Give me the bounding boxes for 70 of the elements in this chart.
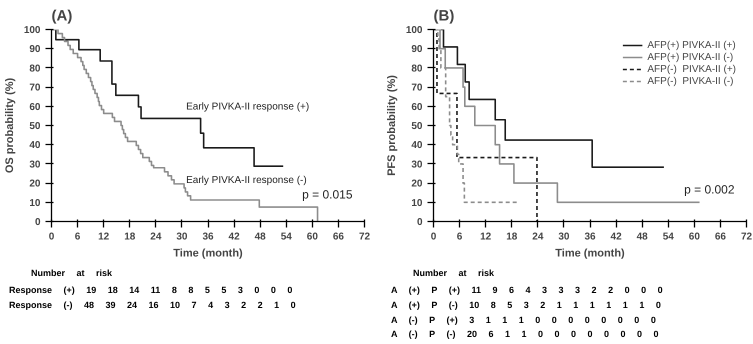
x-tick-label: 30 <box>558 232 570 242</box>
y-tick-label: 90 <box>411 44 423 56</box>
y-tick-label: 60 <box>29 102 41 113</box>
y-tick-label: 40 <box>411 140 423 152</box>
series-label: Early PIVKA-II response (-) <box>186 175 307 186</box>
x-tick-label: 54 <box>662 232 674 242</box>
x-tick-label: 48 <box>636 232 648 242</box>
y-tick-label: 50 <box>29 121 41 132</box>
legend-label: AFP(-) PIVKA-II (+) <box>647 63 736 75</box>
text: Number at risk <box>413 267 496 280</box>
x-tick-label: 30 <box>176 232 188 242</box>
x-tick-label: 42 <box>610 232 622 242</box>
y-tick-label: 50 <box>411 121 423 132</box>
x-tick-label: 72 <box>740 232 752 242</box>
y-tick-label: 20 <box>29 178 41 190</box>
series-label: Early PIVKA-II response (+) <box>186 102 310 113</box>
y-axis-title: OS probability (%) <box>4 77 16 174</box>
x-tick-label: 12 <box>480 232 492 242</box>
y-tick-label: 30 <box>411 159 423 170</box>
y-tick-label: 40 <box>29 140 41 152</box>
x-axis-title: Time (month) <box>173 248 244 260</box>
annotation: p = 0.002 <box>684 182 735 197</box>
x-tick-label: 42 <box>228 232 240 242</box>
y-tick-label: 80 <box>29 63 41 74</box>
x-tick-label: 18 <box>124 232 136 242</box>
x-tick-label: 24 <box>150 232 162 242</box>
x-tick-label: 54 <box>280 232 292 242</box>
y-tick-label: 90 <box>29 44 41 56</box>
y-tick-label: 100 <box>24 25 41 36</box>
x-tick-label: 0 <box>48 232 55 242</box>
y-tick-label: 30 <box>29 159 41 170</box>
x-tick-label: 36 <box>202 232 214 242</box>
x-tick-label: 12 <box>98 232 110 242</box>
x-tick-label: 60 <box>688 232 700 242</box>
x-tick-label: 66 <box>332 232 344 242</box>
text: A (+) P (-) 10 8 5 3 2 1 1 1 1 1 1 0 <box>391 298 662 312</box>
annotation: p = 0.015 <box>302 187 353 202</box>
legend-label: AFP(-) PIVKA-II (-) <box>647 75 734 87</box>
y-tick-label: 60 <box>411 102 423 113</box>
text: A (-) P (+) 3 1 1 1 0 0 0 0 0 0 0 0 <box>391 314 657 326</box>
y-tick-label: 0 <box>416 217 423 228</box>
chart-title: (B) <box>434 8 454 24</box>
x-tick-label: 0 <box>430 232 437 242</box>
y-tick-label: 70 <box>29 82 41 94</box>
x-tick-label: 6 <box>456 232 463 242</box>
x-tick-label: 48 <box>254 232 266 242</box>
x-tick-label: 36 <box>584 232 596 242</box>
y-axis-title: PFS probability (%) <box>386 74 398 176</box>
text: A (-) P (-) 20 6 1 1 0 0 0 0 0 0 0 0 <box>391 328 660 342</box>
y-tick-label: 70 <box>411 82 423 94</box>
text: Response (+) 19 18 14 11 8 8 5 5 3 0 0 0 <box>9 284 294 297</box>
y-tick-label: 20 <box>411 178 423 190</box>
legend-label: AFP(+) PIVKA-II (-) <box>647 51 734 63</box>
y-tick-label: 80 <box>411 63 423 74</box>
x-tick-label: 24 <box>532 232 544 242</box>
x-axis-title: Time (month) <box>555 248 626 260</box>
y-tick-label: 10 <box>29 198 41 209</box>
y-tick-label: 100 <box>406 25 423 36</box>
text: Response (-) 48 39 24 16 10 7 4 3 2 2 1 0 <box>9 298 296 312</box>
legend-label: AFP(+) PIVKA-II (+) <box>647 39 736 51</box>
x-tick-label: 6 <box>74 232 81 242</box>
text: A (+) P (+) 11 9 6 4 3 3 3 2 2 0 0 0 <box>391 284 663 297</box>
x-tick-label: 66 <box>714 232 726 242</box>
x-tick-label: 72 <box>358 232 370 242</box>
x-tick-label: 60 <box>306 232 318 242</box>
y-tick-label: 10 <box>411 198 423 209</box>
x-tick-label: 18 <box>506 232 518 242</box>
y-tick-label: 0 <box>34 217 41 228</box>
chart-title: (A) <box>52 8 72 24</box>
text: Number at risk <box>31 267 114 280</box>
